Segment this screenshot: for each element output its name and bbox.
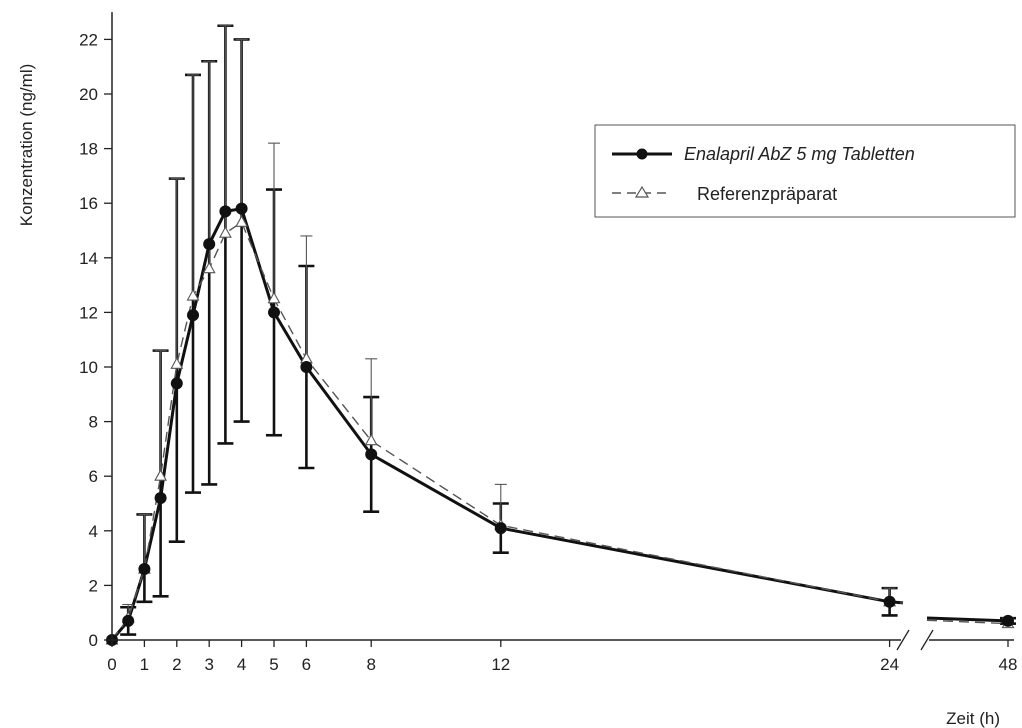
x-tick-label: 5	[269, 655, 278, 674]
y-tick-label: 8	[89, 413, 98, 432]
x-tick-label: 2	[172, 655, 181, 674]
data-point-series-1	[170, 377, 183, 390]
x-tick-label: 48	[999, 655, 1018, 674]
y-axis-title: Konzentration (ng/ml)	[17, 64, 36, 227]
data-point-series-2	[202, 261, 216, 274]
data-point-series-1	[219, 205, 232, 218]
x-tick-label: 8	[366, 655, 375, 674]
y-tick-label: 20	[79, 85, 98, 104]
series-line-2-after-break	[926, 619, 1009, 625]
data-point-series-1	[122, 614, 135, 627]
data-point-series-1	[154, 492, 167, 505]
data-point-series-2	[154, 469, 168, 481]
data-point-series-1	[1002, 614, 1014, 627]
y-tick-label: 10	[79, 358, 98, 377]
x-tick-label: 0	[107, 655, 116, 674]
data-point-series-1	[365, 448, 378, 461]
series-line-2	[111, 221, 904, 641]
y-tick-label: 2	[89, 576, 98, 595]
data-point-series-2	[170, 357, 184, 369]
legend-marker-series-1	[636, 148, 648, 160]
y-tick-label: 14	[79, 249, 98, 268]
data-point-series-2	[235, 215, 249, 227]
x-axis-title: Zeit (h)	[946, 709, 1000, 728]
x-tick-label: 12	[491, 655, 510, 674]
data-point-series-2	[186, 288, 200, 301]
data-point-series-1	[494, 522, 507, 535]
legend-label-series-2: Referenzpräparat	[697, 184, 837, 204]
y-tick-label: 16	[79, 194, 98, 213]
y-tick-label: 0	[89, 631, 98, 650]
series-line-1	[110, 207, 904, 641]
x-tick-label: 24	[880, 655, 899, 674]
x-tick-label: 3	[204, 655, 213, 674]
data-point-series-1	[300, 361, 313, 373]
data-point-series-1	[203, 238, 216, 251]
series-line-1-after-break	[926, 616, 1009, 623]
y-tick-label: 18	[79, 140, 98, 159]
x-tick-label: 6	[302, 655, 311, 674]
legend-marker-series-2	[634, 185, 650, 198]
data-point-series-2	[218, 226, 232, 238]
data-point-series-1	[883, 595, 896, 608]
x-tick-label: 1	[140, 655, 149, 674]
y-tick-label: 22	[79, 30, 98, 49]
y-tick-label: 12	[79, 303, 98, 322]
data-point-series-1	[268, 306, 280, 319]
data-point-series-1	[138, 563, 151, 576]
legend-box	[594, 124, 1016, 218]
data-point-series-2	[364, 433, 378, 446]
legend-label-series-1: Enalapril AbZ 5 mg Tabletten	[684, 144, 915, 164]
x-axis-break-mark	[896, 629, 910, 651]
data-point-series-1	[187, 309, 199, 322]
x-tick-label: 4	[237, 655, 246, 674]
y-tick-label: 4	[89, 522, 98, 541]
data-point-series-2	[267, 291, 281, 304]
y-tick-label: 6	[89, 467, 98, 486]
x-axis-break-mark	[920, 629, 934, 651]
data-point-series-1	[235, 202, 248, 215]
